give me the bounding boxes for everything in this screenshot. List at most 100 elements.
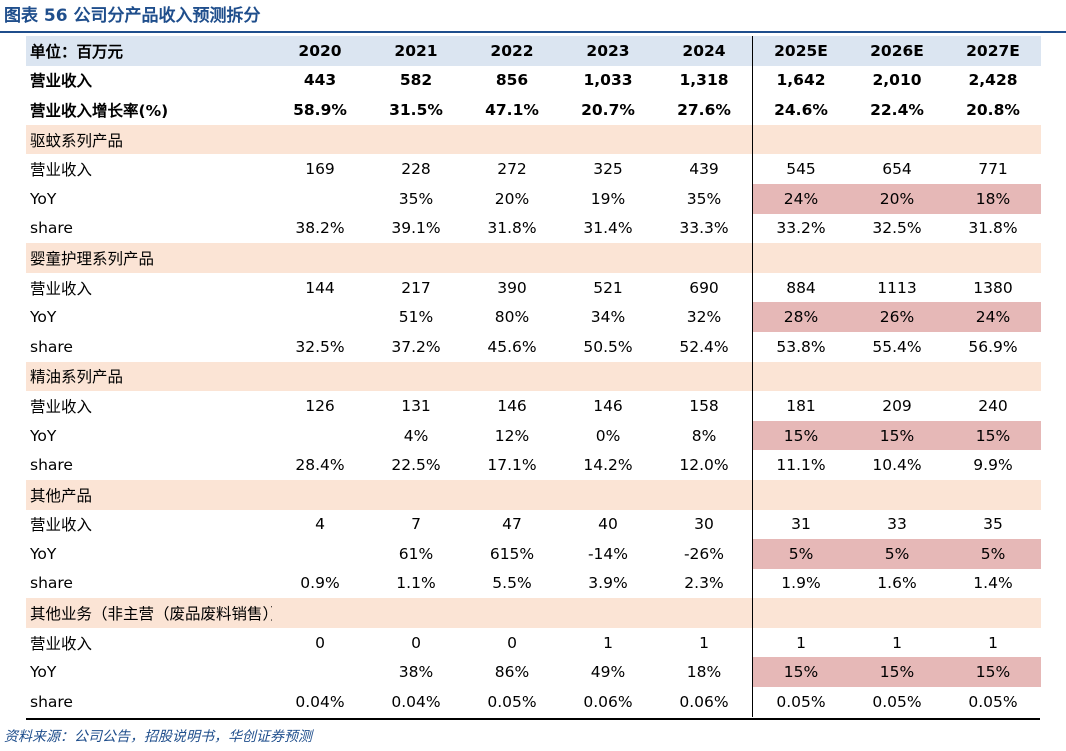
forecast-cell: 15% [849,657,945,688]
table-row: 营业收入 169 228 272 325 439 545 654 771 [26,154,1041,184]
value-cell: 158 [689,396,719,415]
forecast-cell: 545 [752,154,849,184]
value-cell: 19% [590,189,626,208]
row-label: 营业收入 [30,161,93,180]
year-header: 2021 [368,36,464,66]
value-cell: 228 [401,160,431,179]
value-cell: 47 [502,515,522,534]
forecast-cell: 24% [945,302,1041,332]
value-cell: 0 [411,633,421,652]
forecast-cell: 11.1% [752,450,849,480]
yoy-row: YoY 61% 615% -14% -26% 5% 5% 5% [26,539,1041,569]
row-label: YoY [30,426,57,445]
value-cell: 30 [694,515,714,534]
forecast-cell: 1 [752,627,849,658]
table-row: 营业收入增长率(%) 58.9% 31.5% 47.1% 20.7% 27.6% 24.6%… [26,95,1041,125]
forecast-cell: 1113 [877,278,917,297]
section-cell [849,243,945,273]
section-row: 其他产品 [26,479,1041,510]
section-cell [849,361,945,392]
value-cell: 45.6% [487,337,537,356]
forecast-cell: 209 [882,396,912,415]
row-label: 营业收入 [30,516,93,535]
forecast-cell: 33.2% [752,213,849,244]
row-label: share [30,692,73,711]
forecast-cell: 24% [752,183,849,214]
forecast-cell: 15% [849,420,945,451]
year-header-forecast: 2027E [945,36,1041,66]
title-divider [0,31,1066,33]
section-cell [560,243,656,273]
forecast-cell: 26% [849,302,945,332]
value-cell: 12.0% [679,456,729,475]
section-cell [368,479,464,510]
section-label: 其他产品 [26,479,272,510]
section-row: 精油系列产品 [26,361,1041,392]
value-cell: 325 [593,160,623,179]
section-cell [272,361,368,392]
value-cell: 31.8% [487,219,537,238]
yoy-row: YoY 4% 12% 0% 8% 15% 15% 15% [26,420,1041,451]
value-cell: 22.5% [391,456,441,475]
section-cell [656,243,753,273]
section-cell [849,479,945,510]
forecast-cell: 0.05% [968,692,1018,711]
value-cell: 40 [598,515,618,534]
section-cell [464,124,560,155]
section-cell [464,361,560,392]
value-cell: 0% [595,426,621,445]
value-cell: 38% [398,663,434,682]
value-cell: 27.6% [677,100,731,119]
row-label: share [30,574,73,593]
section-cell [752,124,849,155]
forecast-cell: 0.05% [872,692,922,711]
yoy-row: YoY 35% 20% 19% 35% 24% 20% 18% [26,183,1041,214]
section-label: 驱蚊系列产品 [26,124,272,155]
value-cell: 86% [494,663,530,682]
year-header-forecast: 2025E [752,36,849,66]
row-label: 营业收入增长率(%) [30,101,169,120]
value-cell: 50.5% [583,337,633,356]
forecast-cell: 240 [978,396,1008,415]
row-label: share [30,456,73,475]
value-cell: 1,318 [679,71,729,90]
forecast-cell: 35 [983,515,1003,534]
value-cell: 39.1% [391,219,441,238]
value-cell: 146 [593,396,623,415]
forecast-cell: 0.05% [752,687,849,717]
value-cell: 4 [315,515,325,534]
forecast-cell: 181 [752,391,849,421]
table-row: share 32.5% 37.2% 45.6% 50.5% 52.4% 53.8% 55.4%… [26,331,1041,362]
forecast-cell: 33 [887,515,907,534]
row-label: 营业收入 [30,72,93,91]
value-cell: 33.3% [679,219,729,238]
value-cell [272,302,368,332]
section-label: 精油系列产品 [26,361,272,392]
forecast-cell: 2,010 [872,71,922,90]
value-cell: -14% [587,544,629,563]
forecast-cell: 32.5% [872,219,922,238]
value-cell: 12% [494,426,530,445]
value-cell: 0.04% [295,692,345,711]
forecast-cell: 20% [849,183,945,214]
table-row: share 28.4% 22.5% 17.1% 14.2% 12.0% 11.1% 10.4%… [26,450,1041,480]
forecast-cell: 1.9% [752,568,849,599]
forecast-cell: 15% [945,657,1041,688]
source-note: 资料来源：公司公告，招股说明书，华创证券预测 [4,729,312,745]
section-cell [368,598,464,628]
section-cell [368,361,464,392]
forecast-cell: 56.9% [968,337,1018,356]
value-cell: 80% [494,308,530,327]
value-cell [272,539,368,569]
value-cell: 38.2% [295,219,345,238]
table-row: share 0.04% 0.04% 0.05% 0.06% 0.06% 0.05% 0.05%… [26,687,1041,717]
value-cell: 439 [689,160,719,179]
forecast-cell: 5% [849,539,945,569]
value-cell: 0.05% [487,692,537,711]
value-cell: 443 [303,71,337,90]
section-cell [945,598,1041,628]
section-cell [464,243,560,273]
year-header: 2024 [656,36,753,66]
value-cell: 5.5% [492,574,532,593]
row-label: YoY [30,308,57,327]
